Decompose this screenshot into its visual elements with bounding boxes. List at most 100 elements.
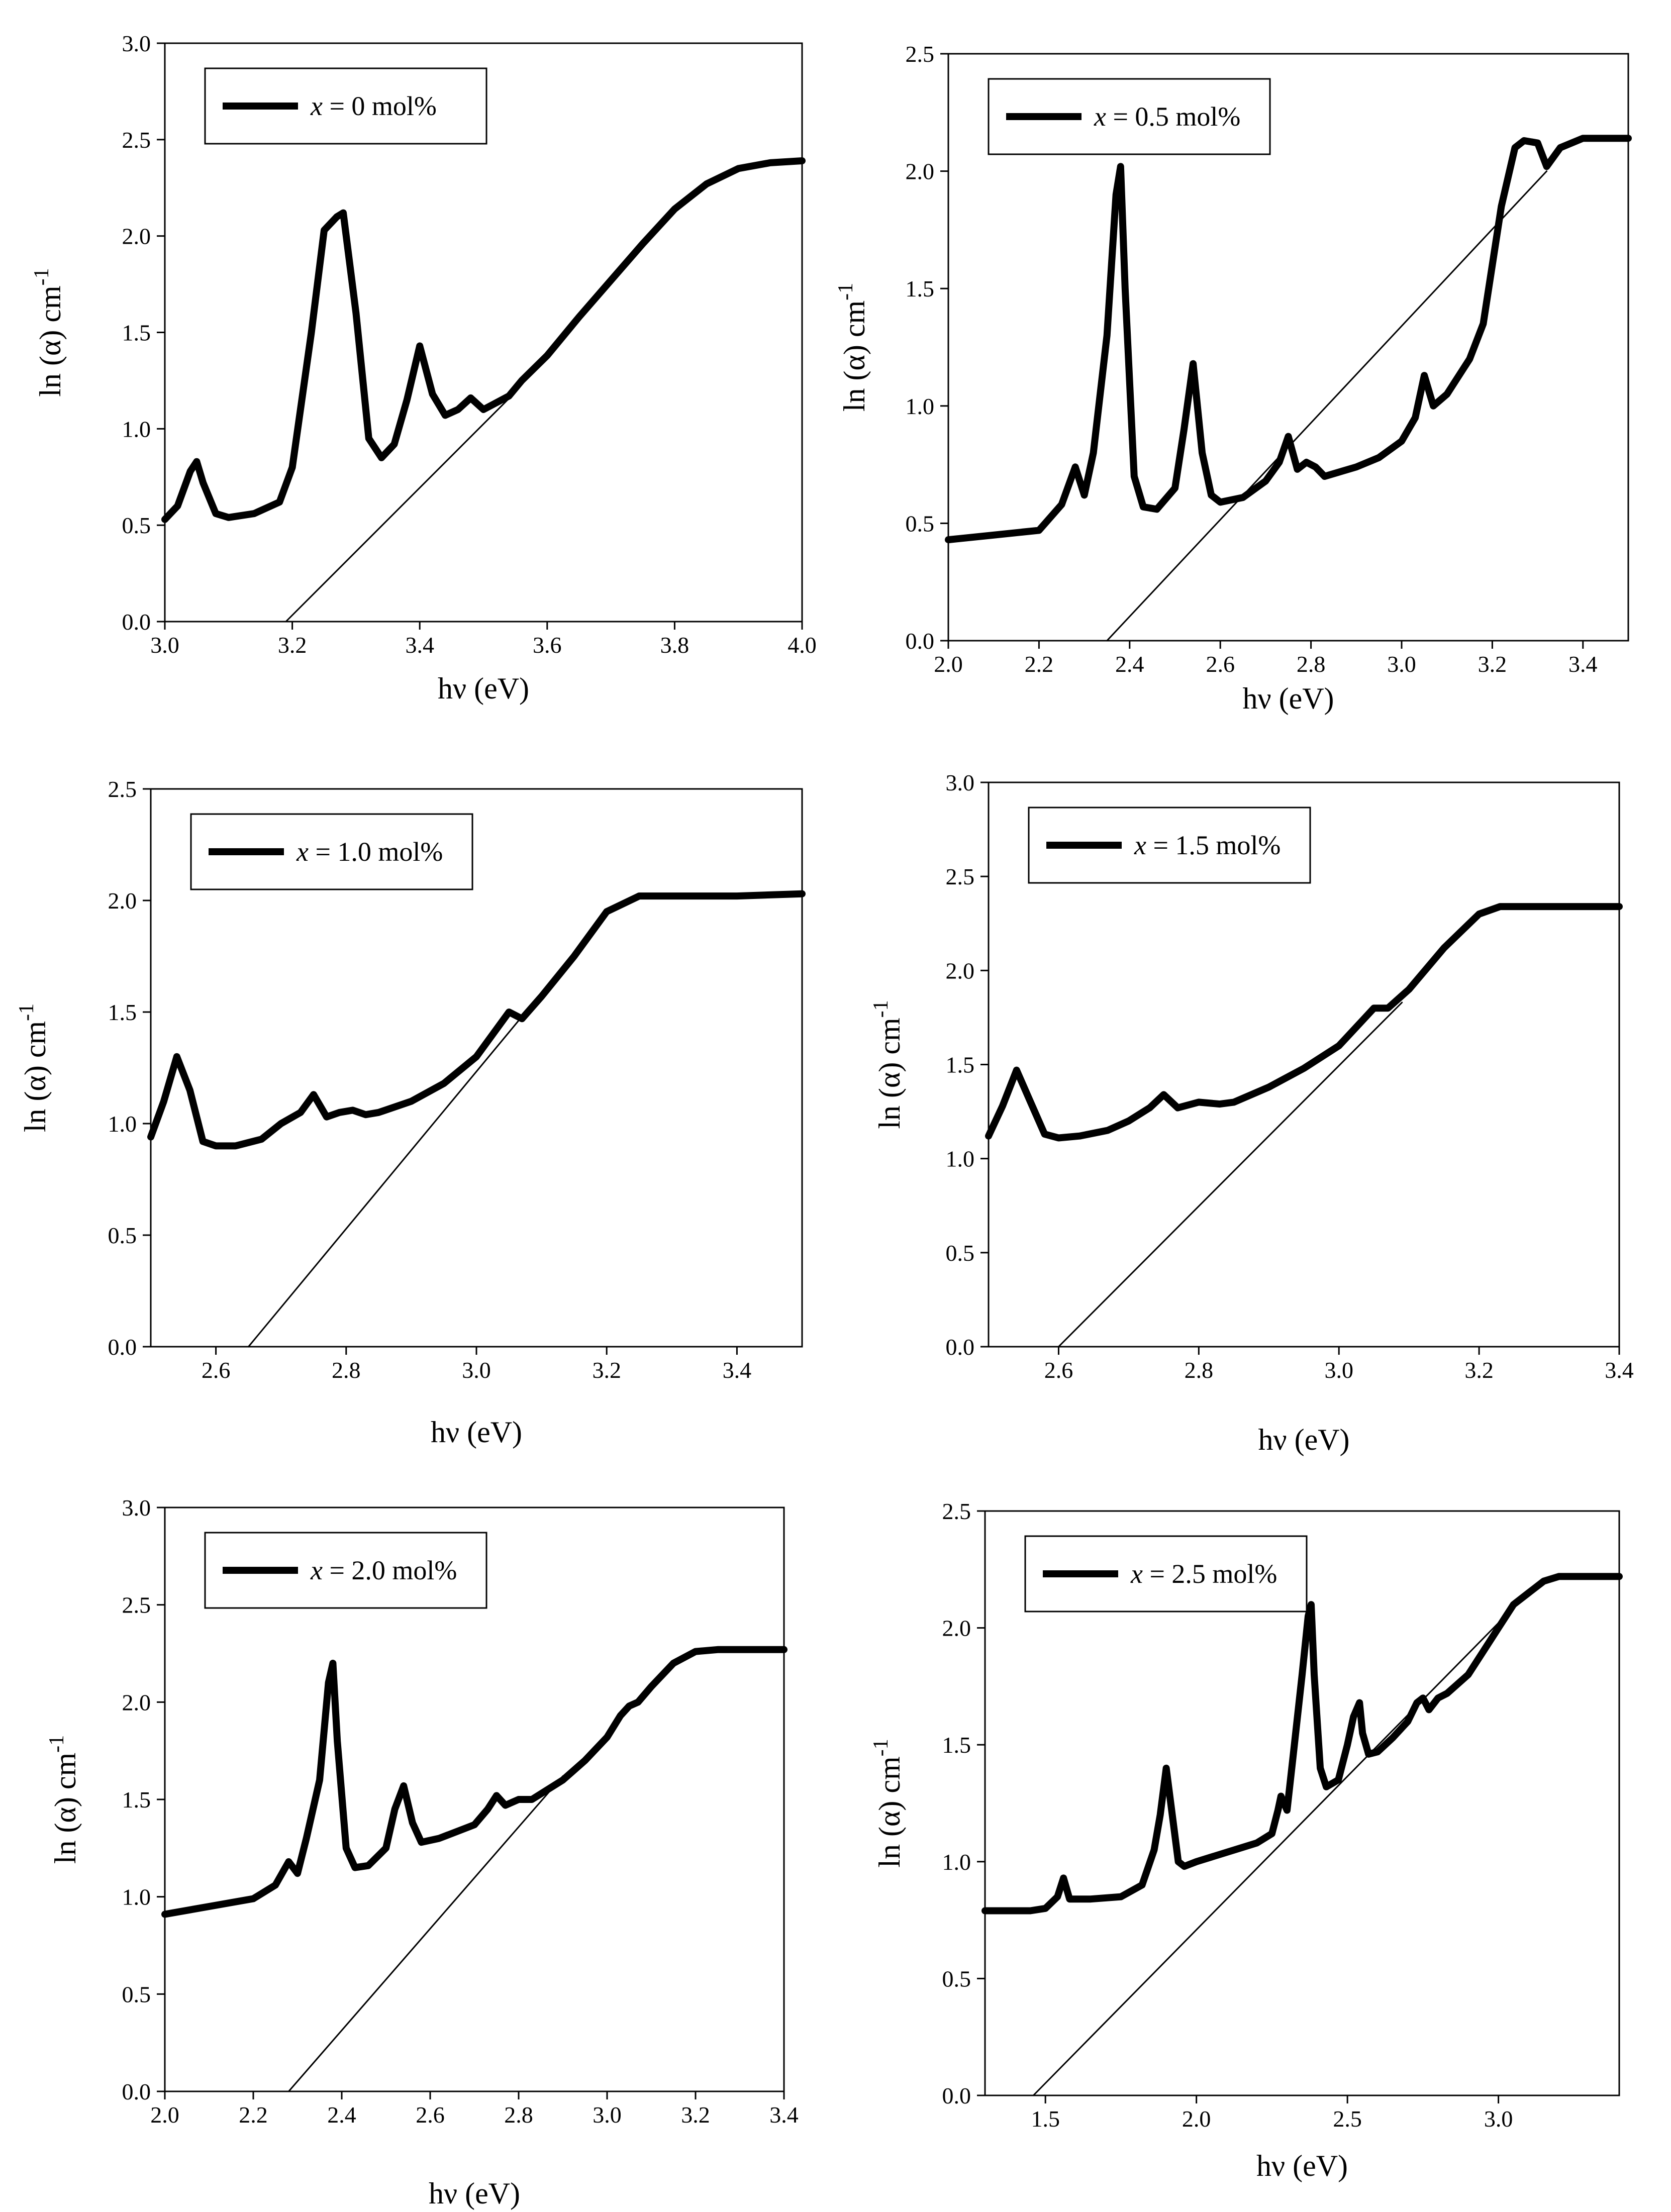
- x-tick-label: 3.0: [462, 1357, 491, 1383]
- y-tick-label: 2.0: [122, 224, 151, 249]
- x-tick-label: 3.6: [533, 632, 562, 658]
- y-tick-label: 0.0: [906, 628, 935, 654]
- y-tick-label: 0.5: [122, 1981, 151, 2007]
- x-tick-label: 3.2: [592, 1357, 621, 1383]
- y-tick-label: 2.5: [906, 41, 935, 67]
- x-tick-label: 2.6: [1044, 1357, 1073, 1383]
- y-axis-label-superscript: -1: [869, 1739, 893, 1756]
- y-tick-label: 0.5: [108, 1223, 137, 1248]
- legend-variable: x: [1134, 830, 1146, 860]
- data-series-line: [161, 157, 806, 523]
- y-tick-label: 1.0: [946, 1146, 975, 1172]
- y-axis-label-superscript: -1: [45, 1735, 68, 1753]
- y-axis-label: ln (α) cm-1: [15, 1003, 52, 1132]
- y-tick-label: 1.0: [942, 1849, 971, 1875]
- y-axis-label-main: ln (α) cm: [49, 1753, 82, 1864]
- y-tick-label: 0.0: [108, 1334, 137, 1360]
- y-axis-label-superscript: -1: [30, 268, 53, 285]
- chart-panel-top-right: 2.0 2.2 2.4 2.6 2.8 3.0 3.2 3.4 0.0 0.5 1.0 1.5 2.0 2…: [834, 41, 1632, 715]
- x-tick-label: 3.0: [1387, 651, 1416, 677]
- legend-label: x = 2.5 mol%: [1130, 1559, 1277, 1589]
- legend-variable: x: [1094, 102, 1106, 132]
- data-series-line: [147, 890, 806, 1150]
- data-series-line: [985, 903, 1623, 1142]
- legend-label: x = 2.0 mol%: [310, 1555, 457, 1585]
- y-tick-label: 1.0: [122, 416, 151, 442]
- x-tick-label: 1.5: [1031, 2106, 1060, 2132]
- chart-panel-top-left: 3.0 3.2 3.4 3.6 3.8 4.0 0.0 0.5 1.0 1.5 2.0 2.5 3.0 h…: [30, 31, 817, 705]
- x-tick-label: 3.4: [769, 2102, 799, 2128]
- legend-value: = 2.0 mol%: [323, 1555, 457, 1585]
- legend-variable: x: [1130, 1559, 1143, 1589]
- legend-value: = 1.0 mol%: [309, 837, 443, 867]
- y-tick-label: 1.0: [122, 1884, 151, 1910]
- x-tick-label: 3.4: [405, 632, 434, 658]
- y-tick-label: 1.5: [122, 1787, 151, 1813]
- y-tick-label: 1.5: [946, 1052, 975, 1078]
- y-axis-label-superscript: -1: [869, 1000, 893, 1018]
- y-tick-label: 0.5: [122, 513, 151, 538]
- y-tick-label: 2.5: [122, 127, 151, 153]
- x-tick-label: 3.0: [1484, 2106, 1513, 2132]
- legend-value: = 1.5 mol%: [1146, 830, 1281, 860]
- y-tick-label: 0.5: [946, 1240, 975, 1266]
- x-tick-label: 2.6: [1206, 651, 1235, 677]
- y-tick-label: 1.0: [108, 1111, 137, 1137]
- x-tick-label: 3.2: [1478, 651, 1507, 677]
- plot-frame: [947, 53, 1629, 642]
- y-tick-label: 2.5: [942, 1498, 971, 1524]
- x-tick-label: 3.0: [593, 2102, 622, 2128]
- y-axis-label: ln (α) cm-1: [869, 1739, 906, 1867]
- x-tick-label: 2.2: [1025, 651, 1054, 677]
- chart-panel-middle-right: 2.6 2.8 3.0 3.2 3.4 0.0 0.5 1.0 1.5 2.0 2.5 3.0 hν (…: [869, 770, 1634, 1456]
- x-tick-label: 2.0: [934, 651, 963, 677]
- x-tick-label: 2.8: [1297, 651, 1326, 677]
- x-tick-label: 3.0: [1324, 1357, 1353, 1383]
- y-tick-label: 0.0: [122, 609, 151, 635]
- x-tick-label: 3.2: [278, 632, 307, 658]
- x-tick-label: 2.4: [1115, 651, 1144, 677]
- legend-value: = 2.5 mol%: [1143, 1559, 1277, 1589]
- legend-label: x = 1.5 mol%: [1134, 830, 1281, 860]
- y-tick-label: 2.0: [906, 159, 935, 184]
- data-series-line: [945, 135, 1632, 544]
- legend-value: = 0.5 mol%: [1106, 102, 1240, 132]
- y-axis-label-main: ln (α) cm: [19, 1021, 52, 1132]
- y-axis-label: ln (α) cm-1: [30, 268, 67, 396]
- y-tick-label: 2.0: [946, 958, 975, 983]
- legend-label: x = 1.0 mol%: [296, 837, 443, 867]
- y-tick-label: 0.0: [946, 1334, 975, 1360]
- plot-frame: [984, 1510, 1620, 2096]
- y-axis-label-main: ln (α) cm: [873, 1018, 906, 1129]
- y-tick-label: 0.0: [942, 2083, 971, 2108]
- chart-panel-bottom-right: 1.5 2.0 2.5 3.0 0.0 0.5 1.0 1.5 2.0 2.5 hν (eV) ln …: [869, 1498, 1623, 2182]
- fit-line: [285, 391, 516, 623]
- x-tick-label: 2.8: [504, 2102, 533, 2128]
- x-tick-label: 3.4: [1568, 651, 1598, 677]
- legend-variable: x: [310, 1555, 323, 1585]
- y-tick-label: 1.5: [906, 276, 935, 301]
- y-tick-label: 2.5: [108, 776, 137, 802]
- legend-value: = 0 mol%: [323, 91, 437, 121]
- x-tick-label: 3.2: [681, 2102, 710, 2128]
- x-tick-label: 3.2: [1464, 1357, 1494, 1383]
- legend-label: x = 0 mol%: [310, 91, 437, 121]
- y-axis-label-main: ln (α) cm: [873, 1756, 906, 1867]
- x-axis-label: hν (eV): [429, 2177, 520, 2210]
- y-tick-label: 2.0: [122, 1689, 151, 1715]
- x-tick-label: 3.4: [1605, 1357, 1634, 1383]
- x-tick-label: 2.0: [1182, 2106, 1211, 2132]
- y-axis-label: ln (α) cm-1: [869, 1000, 906, 1129]
- x-tick-label: 4.0: [788, 632, 817, 658]
- x-tick-label: 2.6: [416, 2102, 445, 2128]
- x-tick-label: 2.6: [202, 1357, 231, 1383]
- data-series-line: [981, 1573, 1623, 1915]
- x-axis-label: hν (eV): [1258, 1423, 1349, 1456]
- y-axis-label-superscript: -1: [15, 1003, 38, 1021]
- legend-label: x = 0.5 mol%: [1094, 102, 1240, 132]
- x-axis-label: hν (eV): [1256, 2149, 1348, 2182]
- y-tick-label: 0.5: [906, 511, 935, 536]
- legend-variable: x: [310, 91, 323, 121]
- x-axis-label: hν (eV): [1242, 682, 1334, 715]
